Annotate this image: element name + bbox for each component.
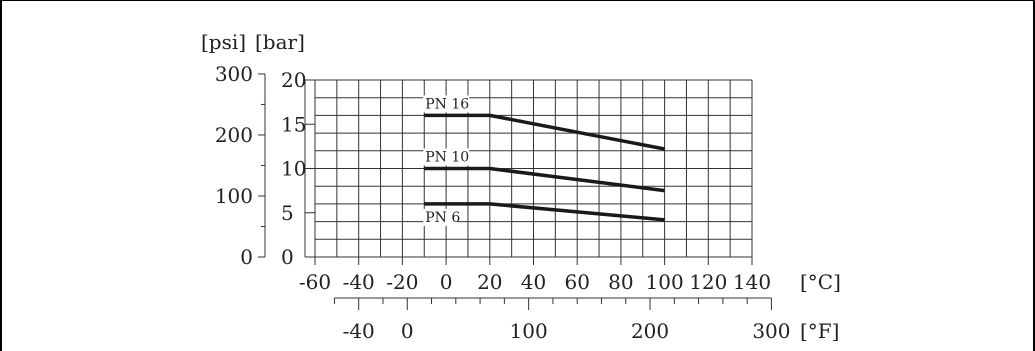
psi-tick-label: 0 — [240, 245, 253, 269]
psi-tick-label: 300 — [215, 62, 253, 86]
celsius-tick-label: -40 — [343, 270, 375, 294]
bar-tick-label: 15 — [281, 112, 306, 136]
fahrenheit-tick-label: 0 — [401, 319, 414, 343]
x-unit-fahrenheit: [°F] — [800, 319, 839, 343]
series-label: PN 16 — [425, 96, 469, 112]
bar-tick-label: 5 — [281, 201, 294, 225]
chart-ticks — [258, 73, 772, 310]
series-label-background — [423, 208, 458, 226]
fahrenheit-tick-label: -40 — [343, 319, 375, 343]
chart-series: PN 16 PN 10 PN 6 — [423, 95, 665, 226]
y-unit-psi: [psi] — [201, 30, 246, 54]
celsius-tick-label: 100 — [646, 270, 684, 294]
celsius-tick-label: 80 — [608, 270, 633, 294]
fahrenheit-tick-label: 300 — [752, 319, 790, 343]
celsius-tick-label: -60 — [299, 270, 331, 294]
y-unit-bar: [bar] — [255, 30, 305, 54]
series-label: PN 6 — [425, 210, 460, 226]
bar-tick-label: 0 — [281, 245, 294, 269]
celsius-tick-label: 120 — [689, 270, 727, 294]
series-line-pn6 — [424, 202, 665, 222]
series-line-pn16 — [424, 113, 665, 151]
chart-labels: [psi] [bar] [°C] [°F] 010020030005101520… — [201, 30, 841, 343]
celsius-tick-label: 60 — [564, 270, 589, 294]
celsius-tick-label: -20 — [386, 270, 418, 294]
x-unit-celsius: [°C] — [800, 270, 841, 294]
series-label-background — [423, 95, 470, 113]
series-line-pn10 — [424, 166, 665, 193]
celsius-tick-label: 20 — [477, 270, 502, 294]
fahrenheit-tick-label: 200 — [631, 319, 669, 343]
chart-grid — [314, 79, 753, 258]
fahrenheit-tick-label: 100 — [510, 319, 548, 343]
series-label-background — [423, 148, 470, 166]
bar-tick-label: 20 — [281, 68, 306, 92]
psi-tick-label: 200 — [215, 123, 253, 147]
celsius-tick-label: 0 — [440, 270, 453, 294]
celsius-tick-label: 40 — [521, 270, 546, 294]
celsius-tick-label: 140 — [733, 270, 771, 294]
series-label: PN 10 — [425, 150, 469, 166]
psi-tick-label: 100 — [215, 184, 253, 208]
bar-tick-label: 10 — [281, 157, 306, 181]
